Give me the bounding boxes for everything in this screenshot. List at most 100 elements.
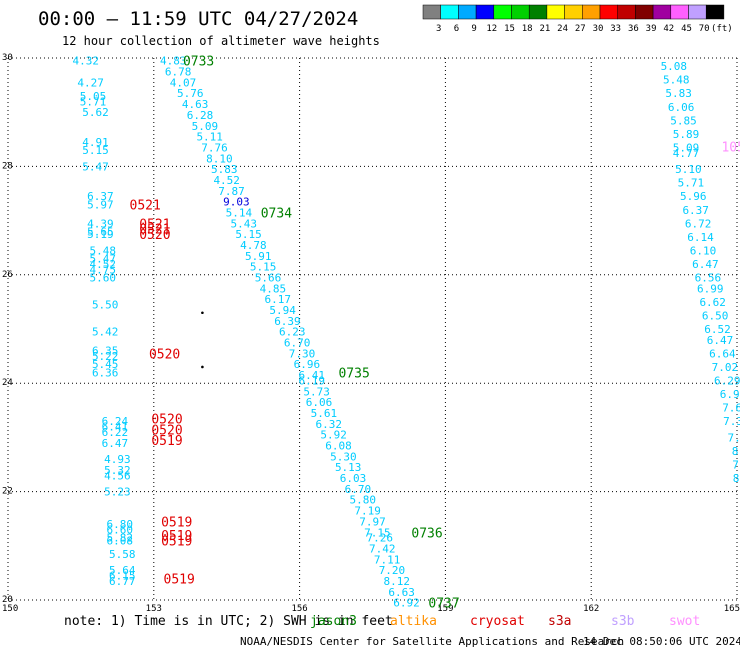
wave-height-value: 5.42: [92, 326, 119, 339]
wave-height-value: 8: [732, 445, 739, 458]
colorbar-label: (ft): [711, 24, 733, 34]
wave-height-value: 7.3: [723, 415, 740, 428]
colorbar-label: 21: [539, 24, 550, 34]
y-tick-label: 26: [2, 270, 13, 280]
wave-height-value: 5.15: [82, 144, 109, 157]
wave-height-value: 5.47: [82, 160, 109, 173]
wave-height-value: 5.05: [80, 90, 107, 103]
wave-height-value: 5.76: [177, 87, 204, 100]
pass-time-label: 0734: [261, 206, 292, 221]
wave-height-value: 7: [732, 459, 739, 472]
colorbar-swatch: [617, 4, 636, 20]
pass-time-label: 0521: [139, 217, 170, 232]
wave-height-value: 6.03: [340, 472, 367, 485]
x-tick-label: 162: [583, 604, 599, 614]
wave-height-value: 5.08: [661, 60, 688, 73]
pass-time-label: 0737: [428, 597, 459, 612]
wave-height-value: 7.20: [379, 564, 406, 577]
wave-height-value: 6.06: [668, 101, 695, 114]
wave-height-value: 5.91: [245, 250, 272, 263]
time-labels: 0733073407350736073705210521052105200520…: [130, 55, 460, 612]
wave-height-value: 5.73: [303, 385, 330, 398]
colorbar-swatch: [546, 4, 565, 20]
x-tick-label: 153: [146, 604, 162, 614]
wave-height-value: 5.45: [92, 358, 119, 371]
wave-height-value: 7.6: [722, 402, 740, 415]
wave-height-value: 6.06: [306, 396, 333, 409]
wave-height-value: 5.13: [335, 461, 362, 474]
colorbar-swatch: [440, 4, 459, 20]
wave-height-value: 105: [721, 140, 740, 155]
wave-height-value: 6.22: [102, 426, 129, 439]
colorbar-swatch: [652, 4, 672, 20]
wave-height-value: 6.14: [687, 231, 714, 244]
y-tick-label: 30: [2, 53, 13, 63]
colorbar-swatch: [422, 4, 441, 20]
wave-height-value: 4.39: [87, 217, 114, 230]
wave-height-value: 5.11: [196, 131, 223, 144]
legend-item-s3a: s3a: [548, 614, 571, 629]
wave-height-value: 6.41: [102, 421, 129, 434]
footer-timestamp: 14 Dec 08:50:06 UTC 2024: [583, 635, 740, 648]
wave-height-value: 4.63: [182, 98, 209, 111]
wave-height-value: 6.37: [682, 204, 709, 217]
pass-time-label: 0520: [151, 423, 182, 438]
wave-height-value: 8: [733, 472, 740, 485]
chart-subtitle: 12 hour collection of altimeter wave hei…: [62, 34, 380, 48]
wave-height-value: 5.09: [192, 120, 219, 133]
wave-height-value: 4.52: [213, 174, 240, 187]
wave-height-value: 9.03: [223, 196, 250, 209]
wave-height-value: 6.23: [279, 326, 306, 339]
wave-height-value: 5.15: [235, 228, 262, 241]
colorbar-label: 33: [610, 24, 621, 34]
legend-item-s3b: s3b: [611, 614, 635, 629]
pass-time-label: 0520: [139, 228, 170, 243]
colorbar-swatch: [458, 4, 477, 20]
wave-height-value: 6.64: [709, 347, 736, 360]
wave-height-value: 6.41: [299, 369, 326, 382]
wave-height-value: 4.75: [90, 263, 117, 276]
wave-height-value: 5.30: [330, 450, 357, 463]
wave-height-value: 4.91: [82, 136, 109, 149]
pass-time-label: 0519: [164, 572, 195, 587]
wave-height-value: 6.50: [702, 309, 729, 322]
wave-height-value: 6.99: [697, 282, 724, 295]
pass-time-label: 0519: [151, 434, 182, 449]
colorbar-swatch: [564, 4, 583, 20]
wave-height-value: 6.35: [92, 345, 119, 358]
wave-height-value: 6.08: [107, 534, 134, 547]
wave-height-value: 6.72: [685, 217, 712, 230]
wave-height-value: 4.52: [90, 258, 117, 271]
wave-height-value: 6.15: [109, 570, 136, 583]
wave-height-value: 5.09: [673, 141, 700, 154]
footer-note: note: 1) Time is in UTC; 2) SWH is in fe…: [64, 614, 393, 629]
wave-height-value: 5.10: [675, 163, 702, 176]
wave-height-value: 4.77: [673, 147, 700, 160]
colorbar-swatch: [511, 4, 530, 20]
colorbar-swatch: [670, 4, 689, 20]
pass-time-label: 0520: [149, 347, 180, 362]
wave-height-value: 5.83: [665, 87, 692, 100]
wave-height-value: 5.92: [320, 429, 347, 442]
wave-height-value: 6.08: [325, 440, 352, 453]
wave-height-value: 6.80: [107, 518, 134, 531]
wave-height-value: 5.62: [82, 106, 109, 119]
colorbar-label: 39: [646, 24, 657, 34]
wave-height-value: 6.36: [92, 366, 119, 379]
colorbar-label: 30: [593, 24, 604, 34]
colorbar-swatch: [475, 4, 495, 20]
x-tick-label: 165: [724, 604, 740, 614]
wave-height-value: 6.63: [388, 586, 415, 599]
wave-height-value: 5.47: [90, 253, 117, 266]
wave-height-value: 7.26: [367, 532, 394, 545]
colorbar-swatch: [635, 4, 654, 20]
colorbar-label: 42: [663, 24, 674, 34]
wave-height-value: 4.85: [260, 282, 287, 295]
wave-height-value: 5.82: [107, 532, 134, 545]
wave-height-value: 6.52: [704, 323, 731, 336]
satellite-legend: jason3 altika cryosat s3a s3b swot: [310, 614, 700, 629]
wave-height-value: 7.76: [201, 141, 228, 154]
colorbar-label: 70: [699, 24, 710, 34]
pass-time-label: 0735: [338, 366, 369, 381]
